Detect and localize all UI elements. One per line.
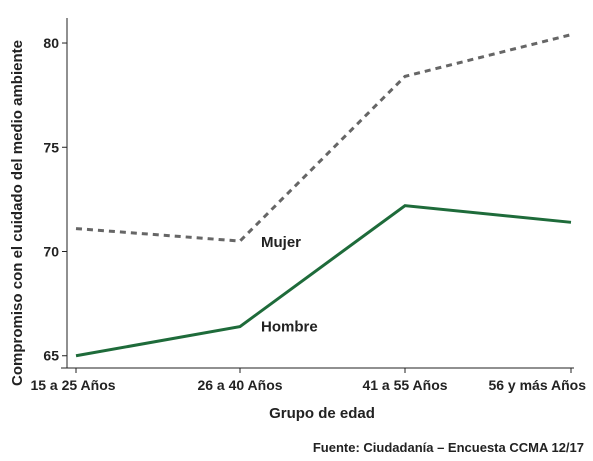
y-tick-label: 70 (43, 244, 59, 260)
x-axis-title: Grupo de edad (269, 405, 375, 422)
y-axis: 65 70 75 80 (43, 18, 68, 368)
series-label-mujer: Mujer (261, 234, 301, 251)
series-label-hombre: Hombre (261, 319, 318, 336)
y-axis-title: Compromiso con el cuidado del medio ambi… (9, 40, 26, 386)
x-tick-label: 26 a 40 Años (197, 377, 282, 393)
y-tick-label: 65 (43, 348, 59, 364)
series-labels: Mujer Hombre (261, 234, 318, 335)
y-tick-label: 80 (43, 35, 59, 51)
x-tick-label: 15 a 25 Años (30, 377, 115, 393)
x-tick-label: 56 y más Años (488, 377, 586, 393)
source-note: Fuente: Ciudadanía – Encuesta CCMA 12/17 (313, 440, 584, 455)
x-tick-label: 41 a 55 Años (362, 377, 447, 393)
series-line-mujer (75, 33, 572, 243)
x-axis: 15 a 25 Años 26 a 40 Años 41 a 55 Años 56 y… (30, 367, 586, 393)
series-layer (75, 33, 572, 358)
y-tick-label: 75 (43, 139, 59, 155)
series-line-hombre (75, 204, 572, 358)
